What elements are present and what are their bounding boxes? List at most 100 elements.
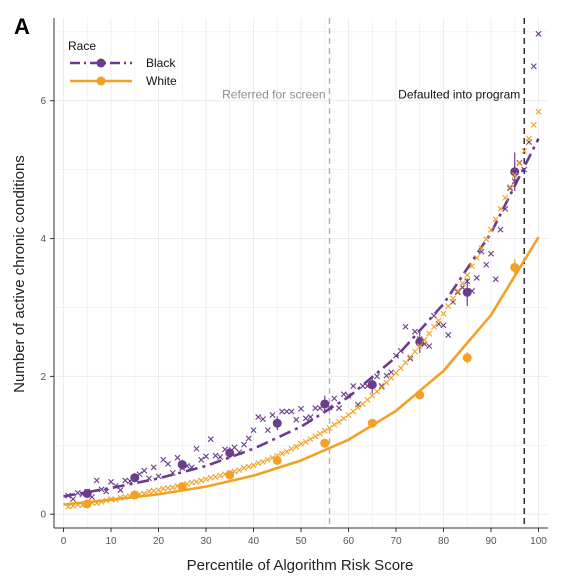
bin-mean-marker xyxy=(510,167,520,177)
point-stroke xyxy=(435,317,442,324)
reference-lines: Referred for screen Defaulted into progra… xyxy=(222,18,525,528)
x-tick-label: 0 xyxy=(61,536,67,547)
x-axis-title: Percentile of Algorithm Risk Score xyxy=(187,557,414,574)
point-stroke xyxy=(269,454,276,461)
scatter-point xyxy=(412,348,418,355)
scatter-point xyxy=(454,287,461,294)
legend-label-black: Black xyxy=(146,56,176,70)
point-stroke xyxy=(160,485,167,492)
bin-mean-marker xyxy=(367,418,377,428)
scatter-point xyxy=(269,411,276,418)
bin-mean-marker xyxy=(367,380,377,390)
scatter-point xyxy=(141,467,148,474)
point-stroke xyxy=(407,354,414,361)
point-stroke xyxy=(326,425,333,432)
scatter-point xyxy=(250,427,257,434)
point-stroke xyxy=(421,336,428,343)
scatter-point xyxy=(298,405,304,412)
scatter-point xyxy=(507,183,513,190)
point-stroke xyxy=(431,323,437,330)
point-stroke xyxy=(416,343,423,350)
point-stroke xyxy=(217,472,224,479)
scatter-point xyxy=(497,205,504,212)
point-stroke xyxy=(336,418,342,425)
point-stroke xyxy=(469,263,475,270)
scatter-point xyxy=(260,416,266,423)
scatter-point xyxy=(507,185,513,192)
scatter-point xyxy=(459,280,466,287)
bin-mean-marker xyxy=(82,499,92,509)
scatter-point xyxy=(340,415,347,422)
scatter-point xyxy=(502,194,509,201)
point-stroke xyxy=(165,485,171,492)
point-stroke xyxy=(378,383,385,390)
point-stroke xyxy=(283,408,290,415)
x-tick-label: 20 xyxy=(153,536,165,547)
bin-mean-marker xyxy=(225,470,235,480)
point-stroke xyxy=(207,474,214,481)
reference-label: Referred for screen xyxy=(222,88,325,102)
point-stroke xyxy=(502,205,509,212)
point-stroke xyxy=(483,261,490,268)
point-stroke xyxy=(374,373,380,380)
scatter-point xyxy=(497,226,504,233)
scatter-point xyxy=(155,487,162,494)
point-stroke xyxy=(502,194,509,201)
scatter-point xyxy=(435,317,442,324)
bin-mean-marker xyxy=(462,353,472,363)
point-stroke xyxy=(374,388,380,395)
scatter-point xyxy=(416,343,423,350)
point-stroke xyxy=(426,343,433,350)
point-stroke xyxy=(203,476,209,483)
point-stroke xyxy=(93,477,100,484)
scatter-point xyxy=(212,452,219,459)
point-stroke xyxy=(450,295,456,302)
point-stroke xyxy=(488,226,494,233)
scatter-point xyxy=(397,365,404,372)
scatter-point xyxy=(359,400,366,407)
scatter-point xyxy=(426,330,433,337)
point-stroke xyxy=(350,383,357,390)
scatter-point xyxy=(264,456,271,463)
point-stroke xyxy=(165,460,171,467)
bin-mean-marker xyxy=(510,262,520,272)
scatter-point xyxy=(122,477,129,484)
point-stroke xyxy=(492,216,499,223)
point-stroke xyxy=(231,444,238,451)
reference-label: Defaulted into program xyxy=(398,88,520,102)
point-stroke xyxy=(155,473,162,480)
point-stroke xyxy=(236,467,243,474)
scatter-point xyxy=(293,416,300,423)
x-tick-label: 10 xyxy=(105,536,117,547)
scatter-point xyxy=(454,289,461,296)
point-stroke xyxy=(302,438,309,445)
scatter-point xyxy=(217,472,224,479)
point-stroke xyxy=(188,479,195,486)
grid xyxy=(54,18,548,528)
scatter-point xyxy=(535,30,542,37)
scatter-point xyxy=(174,454,181,461)
scatter-point xyxy=(483,236,490,243)
scatter-point xyxy=(473,274,480,281)
point-stroke xyxy=(288,408,295,415)
scatter-point xyxy=(217,454,224,461)
point-stroke xyxy=(340,415,347,422)
point-stroke xyxy=(331,395,338,402)
point-stroke xyxy=(193,445,200,452)
point-stroke xyxy=(108,478,114,485)
point-stroke xyxy=(407,355,414,362)
point-stroke xyxy=(312,405,319,412)
point-stroke xyxy=(269,411,276,418)
scatter-point xyxy=(374,373,380,380)
scatter-point xyxy=(212,474,219,480)
x-tick-label: 70 xyxy=(390,536,402,547)
scatter-point xyxy=(279,408,285,415)
point-stroke xyxy=(298,405,304,412)
point-stroke xyxy=(288,445,295,452)
point-stroke xyxy=(340,391,347,398)
point-stroke xyxy=(193,478,200,485)
scatter-point xyxy=(198,456,205,463)
scatter-point xyxy=(336,405,342,412)
point-stroke xyxy=(511,172,518,179)
scatter-point xyxy=(241,465,247,472)
